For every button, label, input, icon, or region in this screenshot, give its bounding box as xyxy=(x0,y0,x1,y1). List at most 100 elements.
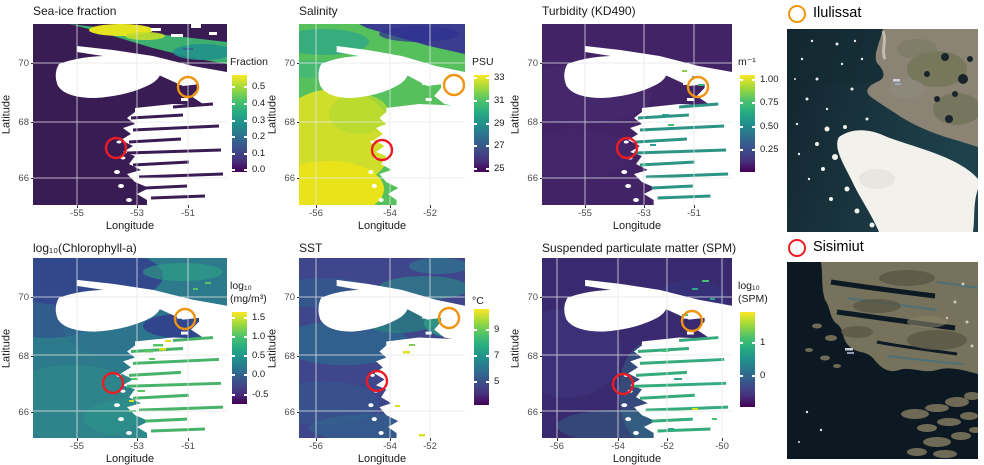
colorbar-tick: 0.3 xyxy=(231,115,266,126)
colorbar-tick: 33 xyxy=(474,72,505,83)
islands xyxy=(805,323,981,458)
colorbar-tick: 1.0 xyxy=(231,331,266,342)
heatmap-turbidity xyxy=(512,24,732,205)
x-axis-label: Longitude xyxy=(357,220,407,232)
colorbar-title: Fraction xyxy=(230,56,268,68)
marker-sisimiut xyxy=(611,372,635,396)
colorbar-tick: 0.2 xyxy=(231,131,266,142)
y-axis-label: Latitude xyxy=(0,328,13,369)
marker-ilulissat xyxy=(437,306,461,330)
y-axis-label: Latitude xyxy=(509,94,522,135)
heatmap-spm xyxy=(512,258,732,443)
y-axis-label: Latitude xyxy=(0,94,13,135)
x-tick: -55 xyxy=(63,205,91,219)
y-tick: 68 xyxy=(11,351,34,362)
y-tick: 70 xyxy=(277,292,300,303)
colorbar-title: (mg/m³) xyxy=(230,293,267,305)
colorbar-tick: 9 xyxy=(472,324,500,335)
colorbar-tick: 27 xyxy=(474,140,505,151)
y-tick: 70 xyxy=(520,58,543,69)
ilulissat-satellite-svg xyxy=(767,24,981,232)
y-tick: 68 xyxy=(277,117,300,128)
x-tick: -52 xyxy=(653,438,681,452)
colorbar-tick: 0.75 xyxy=(740,97,779,108)
colorbar-tick: -0.5 xyxy=(231,389,269,400)
site-label-ilulissat: Ilulissat xyxy=(813,5,862,21)
colorbar xyxy=(474,309,489,405)
heatmap-sst xyxy=(269,258,474,442)
marker-ilulissat xyxy=(173,307,197,331)
map-sst xyxy=(269,258,474,442)
colorbar-tick: 0.5 xyxy=(231,81,266,92)
x-axis-label: Longitude xyxy=(105,220,155,232)
gridlines xyxy=(299,24,465,205)
y-tick: 66 xyxy=(11,173,34,184)
colorbar-tick: 29 xyxy=(474,118,505,129)
heatmap-chlorophyll xyxy=(0,246,227,441)
marker-sisimiut xyxy=(365,369,389,393)
x-tick: -55 xyxy=(571,205,599,219)
colorbar-title: °C xyxy=(472,295,484,307)
gridlines xyxy=(542,258,732,438)
heatmap-sea-ice xyxy=(33,24,233,205)
panel-sst: SST Latitude 70 68 66 xyxy=(267,233,514,465)
y-axis-label: Latitude xyxy=(509,328,522,369)
x-tick: -52 xyxy=(416,205,444,219)
y-tick: 70 xyxy=(520,292,543,303)
colorbar-title: log₁₀ xyxy=(230,280,252,292)
panel-salinity: Salinity Latitude 70 68 66 xyxy=(266,0,514,232)
y-tick: 66 xyxy=(520,173,543,184)
panel-title: log₁₀(Chlorophyll-a) xyxy=(33,241,137,255)
town xyxy=(893,79,901,85)
marker-sisimiut xyxy=(615,136,639,160)
panel-spm: Suspended particulate matter (SPM) Latit… xyxy=(510,233,784,465)
marker-sisimiut xyxy=(370,138,394,162)
y-tick: 68 xyxy=(520,351,543,362)
gridlines xyxy=(33,24,227,205)
marker-ilulissat xyxy=(442,73,466,97)
x-axis-label: Longitude xyxy=(105,453,155,465)
colorbar-title: log₁₀ xyxy=(738,280,760,292)
x-tick: -50 xyxy=(708,438,736,452)
x-tick: -53 xyxy=(123,438,151,452)
boat-dots xyxy=(798,410,823,443)
map-turbidity xyxy=(512,24,732,205)
marker-ilulissat xyxy=(176,75,200,99)
icebergs xyxy=(794,39,869,181)
colorbar-tick: 0.0 xyxy=(231,369,266,380)
site-label-sisimiut: Sisimiut xyxy=(813,239,864,255)
marker-ilulissat xyxy=(680,309,704,333)
marker-sisimiut xyxy=(101,371,125,395)
colorbar-tick: 5 xyxy=(472,376,500,387)
x-tick: -53 xyxy=(123,205,151,219)
colorbar xyxy=(740,312,755,407)
lakes xyxy=(924,53,973,123)
colorbar-tick: 31 xyxy=(474,95,505,106)
sisimiut-marker-icon xyxy=(788,239,806,257)
y-axis-label: Latitude xyxy=(266,94,279,135)
warm-coastal-patches xyxy=(395,344,425,437)
x-axis-label: Longitude xyxy=(612,453,662,465)
colorbar-tick: 0.50 xyxy=(740,121,779,132)
map-chlorophyll xyxy=(0,246,227,441)
y-tick: 70 xyxy=(277,58,300,69)
y-tick: 68 xyxy=(277,351,300,362)
y-tick: 70 xyxy=(11,292,34,303)
colorbar-tick: 0 xyxy=(738,370,766,381)
snow-specks xyxy=(945,282,974,348)
panel-title: Suspended particulate matter (SPM) xyxy=(542,241,737,255)
colorbar-tick: 1 xyxy=(738,337,766,348)
map-spm xyxy=(512,258,732,443)
x-tick: -54 xyxy=(376,205,404,219)
panel-sea-ice-fraction: Sea-ice fraction Latitude 70 68 66 xyxy=(0,0,270,232)
x-tick: -51 xyxy=(680,205,708,219)
panel-turbidity: Turbidity (KD490) Latitude 70 68 66 xyxy=(510,0,784,232)
x-tick: -56 xyxy=(302,438,330,452)
marker-ilulissat xyxy=(686,75,710,99)
colorbar xyxy=(474,75,489,172)
x-tick: -56 xyxy=(543,438,571,452)
map-sea-ice-fraction xyxy=(33,24,233,205)
satellite-image-sisimiut xyxy=(787,262,981,459)
heatmap-salinity xyxy=(274,24,466,217)
colorbar xyxy=(232,75,247,172)
